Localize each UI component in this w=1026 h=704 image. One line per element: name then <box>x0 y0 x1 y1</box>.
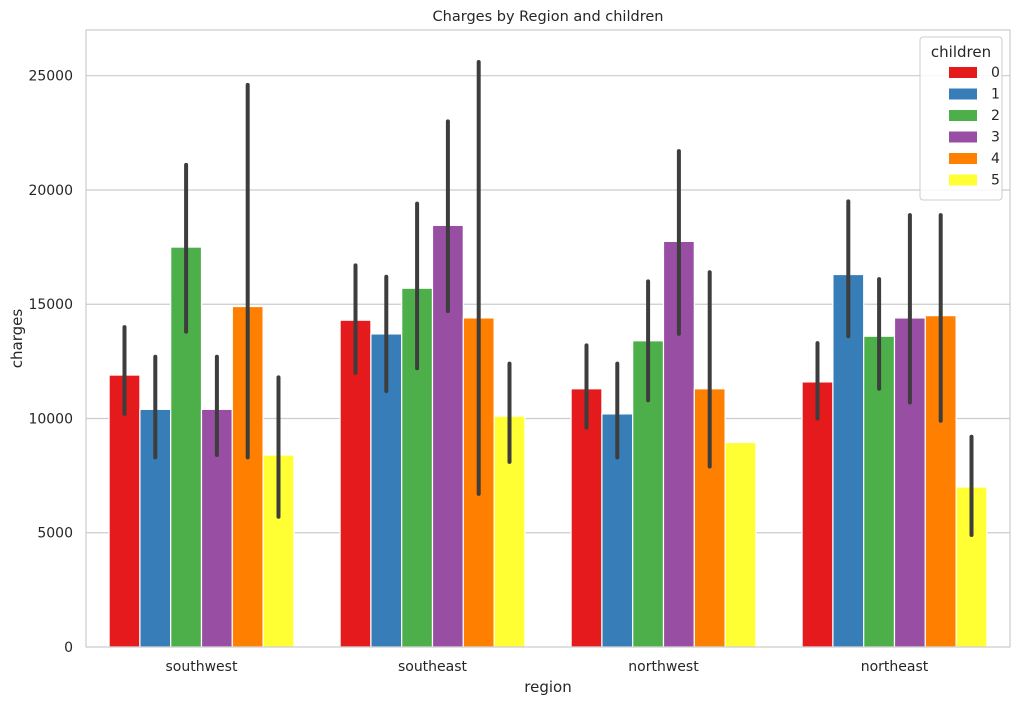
x-axis-title: region <box>524 678 571 696</box>
plot-frame <box>85 29 1011 648</box>
legend-label: 2 <box>991 108 1000 124</box>
x-tick-label: northwest <box>628 659 699 675</box>
y-tick-label: 5000 <box>37 526 73 542</box>
x-tick-label: southeast <box>398 659 468 675</box>
legend-title: children <box>931 43 991 61</box>
legend-label: 3 <box>991 130 1000 146</box>
legend-items: 0 1 2 3 4 5 <box>949 65 1000 189</box>
bar <box>108 374 141 648</box>
legend-swatch <box>949 67 977 78</box>
y-tick-label: 10000 <box>28 411 73 427</box>
legend-swatch <box>949 153 977 164</box>
y-tick-label: 25000 <box>28 69 73 85</box>
legend-label: 1 <box>991 87 1000 103</box>
error-bars-layer <box>122 59 974 538</box>
x-tick-label: northeast <box>861 659 929 675</box>
legend-label: 0 <box>991 65 1000 81</box>
legend-swatch <box>949 174 977 186</box>
legend-label: 5 <box>991 173 1000 189</box>
chart-title: Charges by Region and children <box>433 9 664 25</box>
legend-label: 4 <box>991 151 1000 167</box>
y-tick-label: 20000 <box>28 183 73 199</box>
legend: children 0 1 2 3 4 5 <box>919 36 1003 201</box>
legend-swatch <box>949 110 977 121</box>
x-tick-label: southwest <box>166 659 238 675</box>
bar <box>801 381 834 648</box>
bars-layer <box>108 224 988 648</box>
ticks-layer: 0 5000 10000 15000 20000 25000 southwest southe… <box>28 69 928 675</box>
legend-swatch <box>949 88 977 100</box>
y-tick-label: 15000 <box>28 297 73 313</box>
y-tick-label: 0 <box>64 640 73 656</box>
legend-swatch <box>949 131 977 143</box>
y-axis-title: charges <box>8 309 26 369</box>
bar <box>724 441 757 648</box>
